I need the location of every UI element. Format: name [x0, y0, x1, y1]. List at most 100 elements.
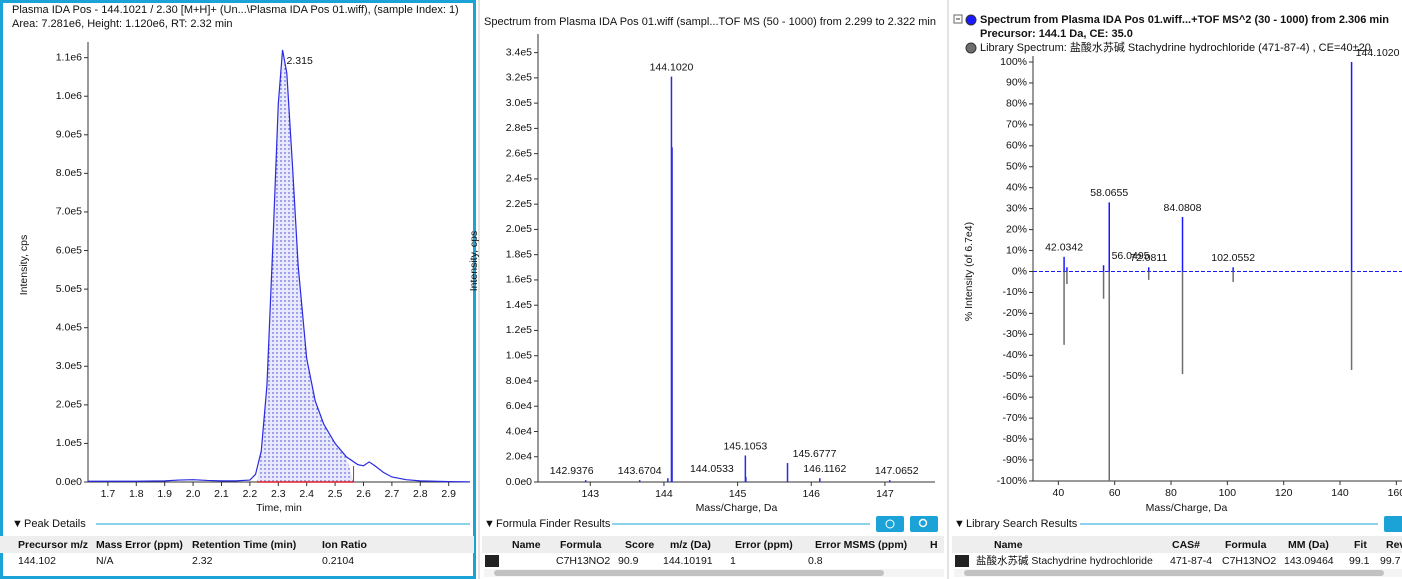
x-tick-label: 2.5	[328, 488, 343, 500]
table-cell: 1	[730, 555, 736, 567]
x-tick-label: 143	[582, 488, 600, 500]
column-header: Rev	[1386, 539, 1402, 551]
x-tick-label: 2.4	[299, 488, 314, 500]
x-tick-label: 2.7	[385, 488, 400, 500]
y-tick-label: 9.0e5	[56, 129, 82, 141]
peak-label: 142.9376	[550, 465, 594, 477]
peak-label: 72.0811	[1130, 252, 1167, 264]
y-tick-label: -90%	[1002, 454, 1027, 466]
y-tick-label: -20%	[1002, 307, 1027, 319]
chart-title: Spectrum from Plasma IDA Pos 01.wiff (sa…	[484, 16, 936, 28]
y-tick-label: 2.0e5	[506, 223, 532, 235]
row-icon[interactable]	[955, 555, 969, 567]
y-tick-label: 20%	[1006, 223, 1027, 235]
scrollbar-thumb[interactable]	[964, 570, 1384, 576]
legend-entry: Library Spectrum: 盐酸水苏碱 Stachydrine hydr…	[980, 40, 1371, 54]
scrollbar-thumb[interactable]	[494, 570, 884, 576]
x-tick-label: 145	[729, 488, 747, 500]
column-header: m/z (Da)	[670, 539, 711, 551]
column-header: Error (ppm)	[735, 539, 793, 551]
y-tick-label: 80%	[1006, 98, 1027, 110]
expand-icon[interactable]: ▼	[12, 518, 23, 530]
column-header: Mass Error (ppm)	[96, 539, 183, 551]
y-axis-title: Intensity, cps	[18, 235, 30, 296]
peak-label: 144.0533	[690, 463, 734, 475]
legend-entry: Spectrum from Plasma IDA Pos 01.wiff...+…	[980, 14, 1389, 26]
button-icon	[885, 519, 895, 529]
y-tick-label: 1.8e5	[506, 248, 532, 260]
y-tick-label: -60%	[1002, 391, 1027, 403]
peak-label: 145.6777	[793, 448, 837, 460]
table-cell: 盐酸水苏碱 Stachydrine hydrochloride	[976, 554, 1153, 567]
row-icon[interactable]	[485, 555, 499, 567]
y-tick-label: 1.0e5	[506, 349, 532, 361]
x-tick-label: 1.8	[129, 488, 144, 500]
peak-label: 145.1053	[723, 440, 767, 452]
y-axis-title: Intensity, cps	[468, 231, 480, 292]
table-cell: 2.32	[192, 555, 213, 567]
column-header: Name	[512, 539, 541, 551]
x-tick-label: 2.2	[243, 488, 258, 500]
x-tick-label: 160	[1388, 487, 1402, 499]
column-header: Formula	[1225, 539, 1267, 551]
chart-subtitle: Precursor: 144.1 Da, CE: 35.0	[980, 28, 1133, 40]
y-tick-label: 60%	[1006, 140, 1027, 152]
section-title: Peak Details	[24, 518, 86, 530]
expand-icon[interactable]: ▼	[954, 518, 965, 530]
toolbar-button[interactable]	[1384, 516, 1402, 532]
peak-label: 42.0342	[1045, 242, 1083, 254]
y-tick-label: 1.1e6	[56, 51, 82, 63]
x-tick-label: 2.3	[271, 488, 286, 500]
column-header: Ion Ratio	[322, 539, 367, 551]
x-tick-label: 144	[655, 488, 673, 500]
y-tick-label: 40%	[1006, 181, 1027, 193]
y-tick-label: 3.2e5	[506, 72, 532, 84]
y-tick-label: 4.0e4	[506, 425, 532, 437]
table-cell: 0.8	[808, 555, 823, 567]
peak-label: 56.0495	[1112, 250, 1150, 262]
table-header-row	[952, 536, 1402, 553]
column-header: Fit	[1354, 539, 1367, 551]
x-tick-label: 60	[1109, 487, 1121, 499]
column-header: Retention Time (min)	[192, 539, 296, 551]
column-header: H	[930, 539, 938, 551]
y-tick-label: 3.0e5	[56, 360, 82, 372]
x-tick-label: 80	[1165, 487, 1177, 499]
peak-label: 84.0808	[1164, 202, 1202, 214]
expand-icon[interactable]: ▼	[484, 518, 495, 530]
table-cell: 99.7	[1380, 555, 1401, 567]
legend-icon	[965, 14, 977, 26]
y-tick-label: 7.0e5	[56, 206, 82, 218]
x-tick-label: 2.0	[186, 488, 201, 500]
y-tick-label: 3.4e5	[506, 46, 532, 58]
y-axis-title: % Intensity (of 6.7e4)	[963, 222, 975, 321]
peak-label: 143.6704	[618, 465, 662, 477]
x-tick-label: 2.1	[214, 488, 229, 500]
y-tick-label: 1.6e5	[506, 274, 532, 286]
active-panel-frame	[0, 0, 476, 579]
table-cell: 143.09464	[1284, 555, 1334, 567]
x-tick-label: 2.9	[441, 488, 456, 500]
y-tick-label: 2.0e5	[56, 399, 82, 411]
y-tick-label: -10%	[1002, 286, 1027, 298]
y-tick-label: 50%	[1006, 161, 1027, 173]
y-tick-label: 2.0e4	[506, 451, 532, 463]
y-tick-label: -30%	[1002, 328, 1027, 340]
table-header-row	[482, 536, 944, 553]
x-tick-label: 140	[1331, 487, 1349, 499]
table-cell: C7H13NO2	[556, 555, 610, 567]
column-header: Error MSMS (ppm)	[815, 539, 907, 551]
section-title: Library Search Results	[966, 518, 1078, 530]
x-axis-title: Time, min	[256, 502, 302, 514]
table-cell: 144.10191	[663, 555, 713, 567]
x-tick-label: 120	[1275, 487, 1293, 499]
toolbar-button[interactable]	[910, 516, 938, 532]
toolbar-button[interactable]	[876, 516, 904, 532]
integrated-area	[256, 49, 354, 482]
column-header: Precursor m/z	[18, 539, 88, 551]
peak-label: 144.1020	[1356, 47, 1400, 59]
y-tick-label: 6.0e4	[506, 400, 532, 412]
x-tick-label: 2.6	[356, 488, 371, 500]
